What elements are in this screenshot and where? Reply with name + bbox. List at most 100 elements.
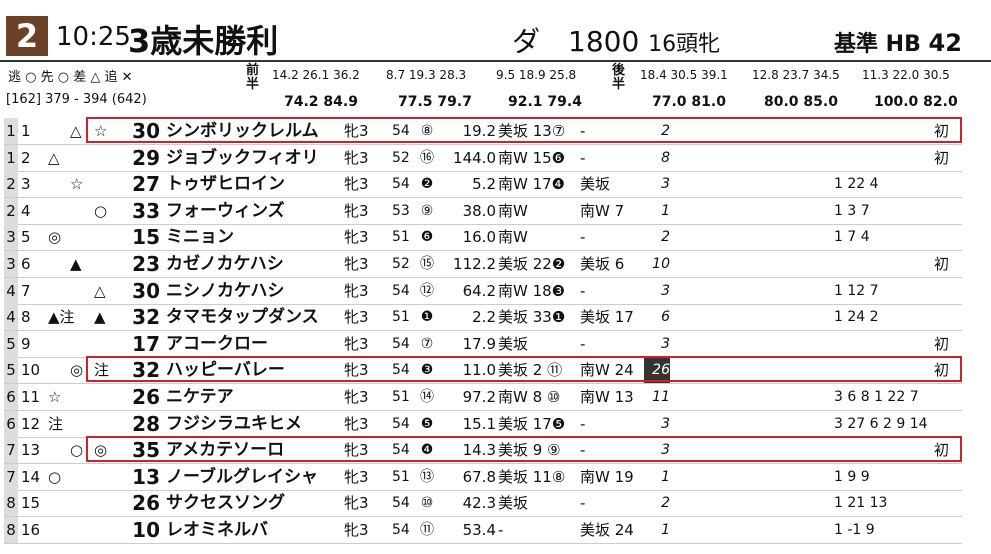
mark-2: ☆ (70, 175, 84, 194)
note (934, 411, 962, 437)
sex-age: 牝3 (344, 308, 369, 327)
popularity: ⑮ (420, 256, 434, 272)
header-divider (0, 60, 991, 62)
rank: 8 (661, 149, 670, 166)
note: 初 (934, 122, 950, 140)
weight: 51 (392, 229, 410, 246)
score: 29 (132, 145, 160, 170)
lap-pace-g4: 77.0 81.0 (652, 94, 726, 110)
odds: 67.8 (462, 467, 496, 486)
table-row[interactable]: 2 3 ☆ 27 トゥザヒロイン 牝3 54 ❷ 5.2 南W 17❹ 美坂 3 1 22 4 (4, 171, 962, 199)
note (934, 278, 962, 304)
result-figures: 1 24 2 (834, 309, 879, 326)
training-2: 南W 7 (580, 201, 625, 220)
score: 32 (132, 305, 160, 330)
training-1: 南W 17❹ (498, 175, 566, 194)
training-1: 美坂 33❶ (498, 308, 566, 327)
second-half-label: 後半 (612, 63, 626, 92)
lap-split-g2: 8.7 19.3 28.3 (386, 68, 467, 82)
score: 27 (132, 172, 160, 197)
table-row[interactable]: 3 6 ▲ 23 カゼノカケハシ 牝3 52 ⑮ 112.2 美坂 22❷ 美坂 6 10 初 (4, 251, 962, 278)
note (934, 171, 962, 197)
lap-pace-g6: 100.0 82.0 (874, 94, 958, 110)
horse-name: ジョブックフィオリ (166, 147, 319, 168)
training-2: 美坂 24 (580, 521, 634, 539)
frame-number: 6 (4, 410, 18, 437)
table-row[interactable]: 6 12 注 28 フジシラユキヒメ 牝3 54 ❺ 15.1 美坂 17❺ - 3 3 27 6 2 … (4, 410, 962, 438)
standard-score: 基準 HB 42 (834, 26, 962, 58)
result-figures: 1 -1 9 (834, 522, 875, 538)
table-row[interactable]: 8 16 10 レオミネルバ 牝3 54 ⑪ 53.4- 美坂 24 1 1 -1 9 (4, 517, 962, 544)
table-row[interactable]: 4 7 △ 30 ニシノカケハシ 牝3 54 ⑫ 64.2 南W 18❸ - 3 1 12 7 (4, 277, 962, 305)
popularity: ⑪ (420, 522, 434, 538)
result-figures: 1 22 4 (834, 176, 879, 193)
table-row[interactable]: 2 4 ○ 33 フォーウィンズ 牝3 53 ⑨ 38.0 南W 南W 7 1 1 3 7 (4, 197, 962, 225)
mark-1: 注 (48, 414, 64, 433)
weight: 52 (392, 149, 410, 166)
frame-number: 4 (4, 277, 18, 304)
result-figures: 1 12 7 (834, 282, 879, 299)
note: 初 (934, 148, 950, 167)
horse-number: 1 (21, 122, 31, 140)
weight: 54 (392, 522, 410, 538)
odds: 14.3 (462, 441, 496, 460)
popularity: ❻ (420, 229, 434, 246)
mark-1: ◎ (48, 228, 62, 247)
weight: 51 (392, 468, 410, 485)
weight: 54 (392, 176, 410, 193)
lap-pace-g3: 92.1 79.4 (508, 94, 582, 110)
weight: 54 (392, 282, 410, 299)
table-row[interactable]: 3 5 ◎ 15 ミニョン 牝3 51 ❻ 16.0 南W - 2 1 7 4 (4, 224, 962, 252)
training-2: - (580, 441, 586, 460)
training-1: 美坂 22❷ (498, 255, 566, 273)
rank: 1 (661, 202, 670, 219)
rank: 2 (661, 229, 670, 246)
odds: 5.2 (472, 175, 496, 194)
rank: 1 (661, 468, 670, 485)
sex-age: 牝3 (344, 122, 369, 140)
lap-split-g4: 18.4 30.5 39.1 (640, 68, 728, 82)
rank: 3 (661, 442, 670, 459)
horse-name: アコークロー (166, 333, 268, 354)
horse-name: レオミネルバ (166, 520, 268, 540)
mark-1: △ (48, 148, 60, 167)
training-1: - (498, 521, 504, 539)
sex-age: 牝3 (344, 148, 369, 167)
training-1: 南W 15❻ (498, 148, 566, 167)
table-row[interactable]: 7 14 ○ 13 ノーブルグレイシャ 牝3 51 ⑬ 67.8 美坂 11⑧ 南W 19 1 1 9 … (4, 463, 962, 491)
horse-number: 2 (21, 148, 31, 167)
table-row[interactable]: 4 8 ▲注 ▲ 32 タマモタップダンス 牝3 51 ❶ 2.2 美坂 33❶ 美坂 17 6 1 24… (4, 304, 962, 332)
training-1: 美坂 (498, 334, 529, 353)
table-row[interactable]: 7 13 ○ ◎ 35 アメカテソーロ 牝3 54 ❹ 14.3 美坂 9 ⑨- 3 初 (4, 437, 962, 465)
horse-name: ハッピーバレー (166, 360, 285, 381)
highlight-box (86, 356, 962, 383)
mark-3: ▲ (94, 308, 106, 327)
table-row[interactable]: 5 9 17 アコークロー 牝3 54 ⑦ 17.9 美坂 - 3 初 (4, 330, 962, 358)
table-row[interactable]: 8 15 26 サクセスソング 牝3 54 ⑩ 42.3 美坂 - 2 1 21 13 (4, 490, 962, 518)
table-row[interactable]: 1 1 △ ☆ 30 シンボリックレルム 牝3 54 ⑧ 19.2 美坂 13⑦ - 2 初 (4, 118, 962, 145)
horse-number: 16 (21, 521, 41, 539)
note (934, 198, 962, 224)
training-1: 南W 8 ⑩ (498, 388, 561, 406)
horse-name: フジシラユキヒメ (166, 413, 302, 434)
result-figures: 1 9 9 (834, 468, 870, 485)
popularity: ⑧ (420, 123, 434, 139)
popularity: ❷ (420, 176, 434, 193)
frame-number: 2 (4, 197, 18, 224)
score: 23 (132, 252, 160, 276)
odds: 17.9 (462, 334, 496, 353)
training-1: 美坂 17❺ (498, 414, 566, 433)
rank: 3 (661, 176, 670, 193)
table-row[interactable]: 1 2 △ 29 ジョブックフィオリ 牝3 52 ⑯ 144.0 南W 15❻ - 8 初 (4, 144, 962, 172)
table-row[interactable]: 5 10 ◎ 注 32 ハッピーバレー 牝3 54 ❸ 11.0 美坂 2 ⑪ 南W 24 26 初 (4, 357, 962, 385)
weight: 51 (392, 389, 410, 405)
rank: 1 (661, 522, 670, 538)
table-row[interactable]: 6 11 ☆ 26 ニケテア 牝3 51 ⑭ 97.2 南W 8 ⑩ 南W 13 11 3 6 8 1 … (4, 384, 962, 411)
training-1: 美坂 11⑧ (498, 467, 566, 486)
mark-3: ○ (94, 201, 108, 220)
frame-number: 1 (4, 118, 18, 144)
mark-1: ▲注 (48, 308, 75, 327)
mark-2: ▲ (70, 255, 82, 273)
score: 32 (132, 358, 160, 383)
